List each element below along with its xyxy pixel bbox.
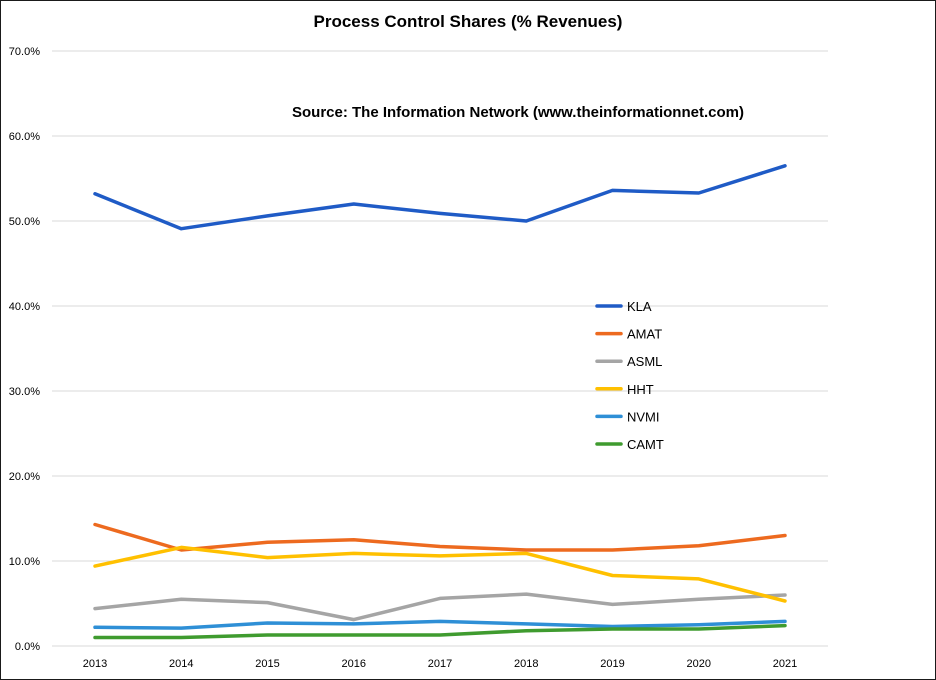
- x-tick-label: 2015: [255, 658, 279, 670]
- series-lines: [93, 164, 787, 640]
- y-tick-label: 20.0%: [9, 471, 40, 483]
- x-tick-label: 2020: [687, 658, 711, 670]
- x-tick-label: 2021: [773, 658, 797, 670]
- legend-label-camt: CAMT: [627, 437, 664, 452]
- y-tick-label: 30.0%: [9, 386, 40, 398]
- y-tick-label: 70.0%: [9, 46, 40, 58]
- y-tick-label: 40.0%: [9, 301, 40, 313]
- series-line-hht: [93, 545, 787, 603]
- series-line-asml: [93, 592, 787, 622]
- y-axis-ticks: 0.0% 10.0% 20.0% 30.0% 40.0% 50.0% 60.0% 70.0%: [9, 46, 40, 653]
- legend-label-asml: ASML: [627, 354, 662, 369]
- x-tick-label: 2018: [514, 658, 538, 670]
- chart-title: Process Control Shares (% Revenues): [313, 12, 623, 31]
- legend-label-amat: AMAT: [627, 327, 662, 342]
- y-tick-label: 60.0%: [9, 131, 40, 143]
- y-tick-label: 10.0%: [9, 556, 40, 568]
- y-tick-label: 50.0%: [9, 216, 40, 228]
- legend-label-kla: KLA: [627, 299, 652, 314]
- grid-lines: [52, 50, 828, 647]
- x-axis-ticks: 2013 2014 2015 2016 2017 2018 2019 2020 2021: [83, 658, 797, 670]
- x-tick-label: 2016: [342, 658, 366, 670]
- x-tick-label: 2014: [169, 658, 193, 670]
- series-line-camt: [93, 623, 787, 640]
- legend-label-nvmi: NVMI: [627, 409, 660, 424]
- series-line-nvmi: [93, 619, 787, 630]
- series-line-kla: [93, 164, 787, 231]
- x-tick-label: 2013: [83, 658, 107, 670]
- x-tick-label: 2019: [600, 658, 624, 670]
- chart-source-annotation: Source: The Information Network (www.the…: [292, 104, 744, 121]
- legend: KLA AMAT ASML HHT NVMI CAMT: [595, 299, 664, 452]
- y-tick-label: 0.0%: [15, 641, 40, 653]
- x-tick-label: 2017: [428, 658, 452, 670]
- series-line-amat: [93, 522, 787, 552]
- legend-label-hht: HHT: [627, 382, 654, 397]
